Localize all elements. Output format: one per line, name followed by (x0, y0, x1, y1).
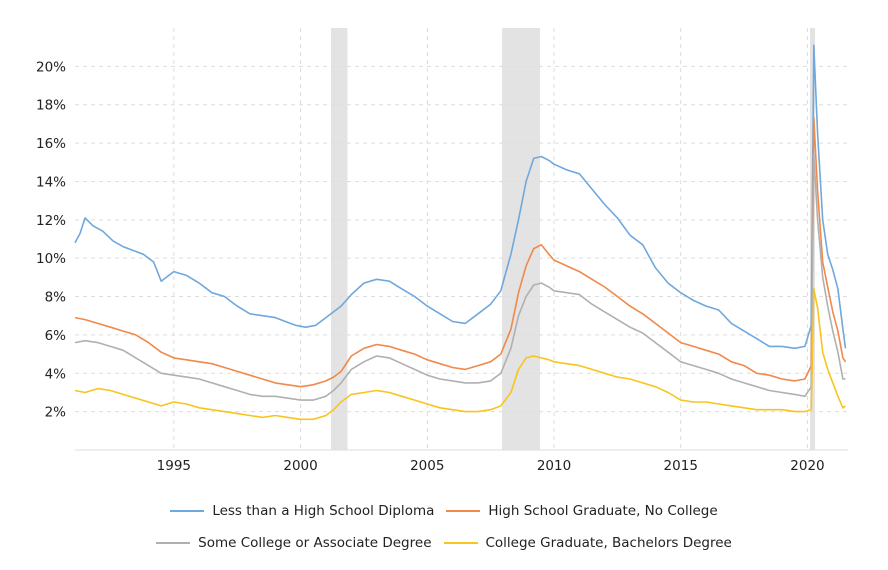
legend-swatch-less-than-high-school (170, 510, 205, 512)
y-tick-label: 16% (36, 136, 66, 152)
series-line-0 (74, 44, 847, 350)
x-tick-label: 2020 (790, 458, 824, 474)
legend-row-1: Less than a High School Diploma High Sch… (0, 503, 888, 519)
y-tick-label: 18% (36, 98, 66, 114)
series-line-2 (74, 153, 846, 401)
legend-item-college-graduate[interactable]: College Graduate, Bachelors Degree (443, 535, 732, 551)
recession-band-1 (502, 28, 541, 450)
series-line-1 (74, 117, 847, 388)
gridlines (75, 28, 848, 451)
y-tick-label: 4% (45, 366, 67, 382)
legend-item-some-college[interactable]: Some College or Associate Degree (156, 535, 432, 551)
legend-label-college-graduate: College Graduate, Bachelors Degree (485, 535, 732, 551)
legend-label-less-than-high-school: Less than a High School Diploma (212, 503, 435, 519)
x-tick-label: 1995 (157, 458, 191, 474)
x-tick-label: 2015 (664, 458, 698, 474)
x-tick-label: 2000 (283, 458, 317, 474)
legend-swatch-some-college (156, 542, 191, 544)
y-tick-label: 14% (36, 174, 66, 190)
legend-label-some-college: Some College or Associate Degree (198, 535, 432, 551)
y-tick-label: 8% (45, 290, 67, 306)
y-tick-label: 20% (36, 59, 66, 75)
y-tick-label: 12% (36, 213, 66, 229)
series-lines (74, 44, 847, 421)
legend-item-less-than-high-school[interactable]: Less than a High School Diploma (170, 503, 434, 519)
line-chart: 2% 4% 6% 8% 10% 12% 14% 16% 18% 20% 1995 2000 2005 20… (36, 28, 848, 474)
x-tick-label: 2005 (410, 458, 444, 474)
legend-row-2: Some College or Associate Degree College… (0, 535, 888, 551)
series-line-3 (74, 288, 846, 421)
legend-swatch-high-school-graduate (446, 510, 481, 512)
y-tick-label: 2% (45, 405, 67, 421)
legend-label-high-school-graduate: High School Graduate, No College (488, 503, 718, 519)
recession-bands (330, 28, 816, 450)
legend-item-high-school-graduate[interactable]: High School Graduate, No College (446, 503, 718, 519)
y-tick-label: 10% (36, 251, 66, 267)
legend-swatch-college-graduate (443, 542, 478, 544)
axes: 2% 4% 6% 8% 10% 12% 14% 16% 18% 20% 1995 2000 2005 20… (36, 59, 825, 474)
recession-band-0 (330, 28, 348, 450)
x-tick-label: 2010 (537, 458, 571, 474)
y-tick-label: 6% (45, 328, 67, 344)
